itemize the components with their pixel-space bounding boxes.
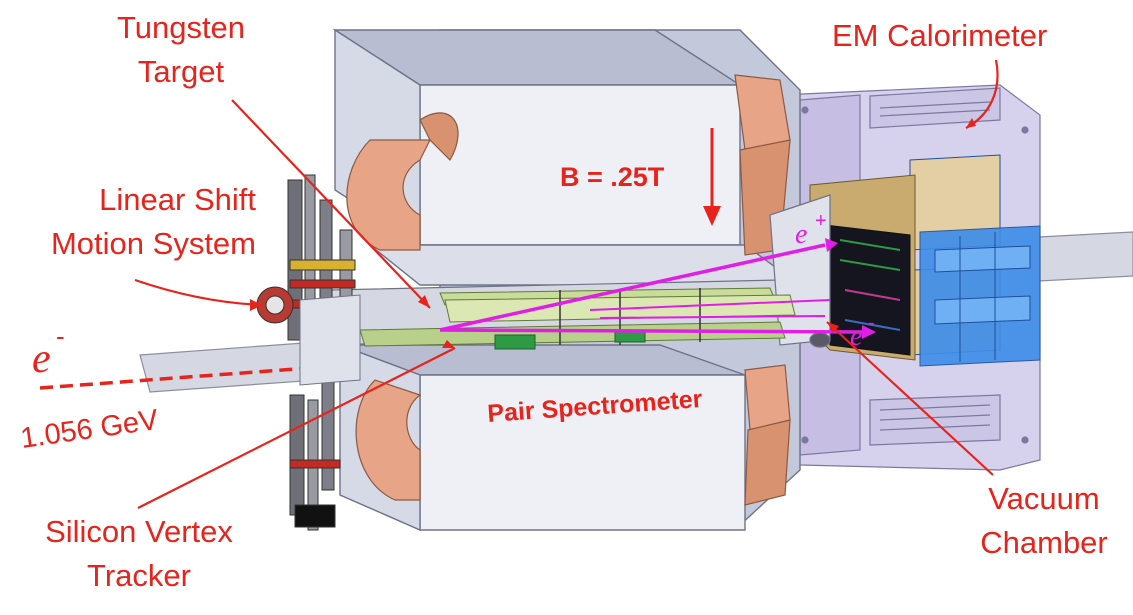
silicon-tracker-line-2: Tracker xyxy=(87,558,191,593)
silicon-tracker-label: Silicon Vertex Tracker xyxy=(14,510,264,598)
positron-charge: + xyxy=(815,210,827,232)
electron-symbol: e xyxy=(850,321,862,352)
electron-charge: - xyxy=(868,312,875,334)
vacuum-chamber-line-2: Chamber xyxy=(980,525,1108,560)
callout-arrows xyxy=(134,59,999,509)
tungsten-target-line-1: Tungsten xyxy=(116,10,246,45)
silicon-tracker xyxy=(359,287,796,350)
beam-symbol: e xyxy=(32,336,51,382)
linear-shift-line-2: Motion System xyxy=(50,226,256,261)
field-label: B = .25T xyxy=(560,162,665,192)
vacuum-chamber-label: Vacuum Chamber xyxy=(955,477,1133,565)
magnet-coils xyxy=(346,74,791,506)
vacuum-chamber-line-1: Vacuum xyxy=(988,481,1100,516)
linear-shift-mechanism xyxy=(256,174,361,531)
tungsten-target-line-2: Target xyxy=(137,54,225,89)
positron-symbol: e xyxy=(795,219,807,250)
beam-charge: - xyxy=(56,321,65,351)
linear-shift-label: Linear Shift Motion System xyxy=(0,178,256,266)
linear-shift-line-1: Linear Shift xyxy=(99,182,256,217)
tungsten-target-label: Tungsten Target xyxy=(96,6,266,94)
callout-arrowheads xyxy=(250,118,976,348)
calorimeter-modules xyxy=(909,154,1041,367)
em-calorimeter-label: EM Calorimeter xyxy=(832,18,1048,53)
field-arrow xyxy=(703,128,721,226)
silicon-tracker-line-1: Silicon Vertex xyxy=(45,514,233,549)
particle-tracks xyxy=(439,238,876,339)
beam-energy-label: 1.056 GeV xyxy=(19,404,161,455)
